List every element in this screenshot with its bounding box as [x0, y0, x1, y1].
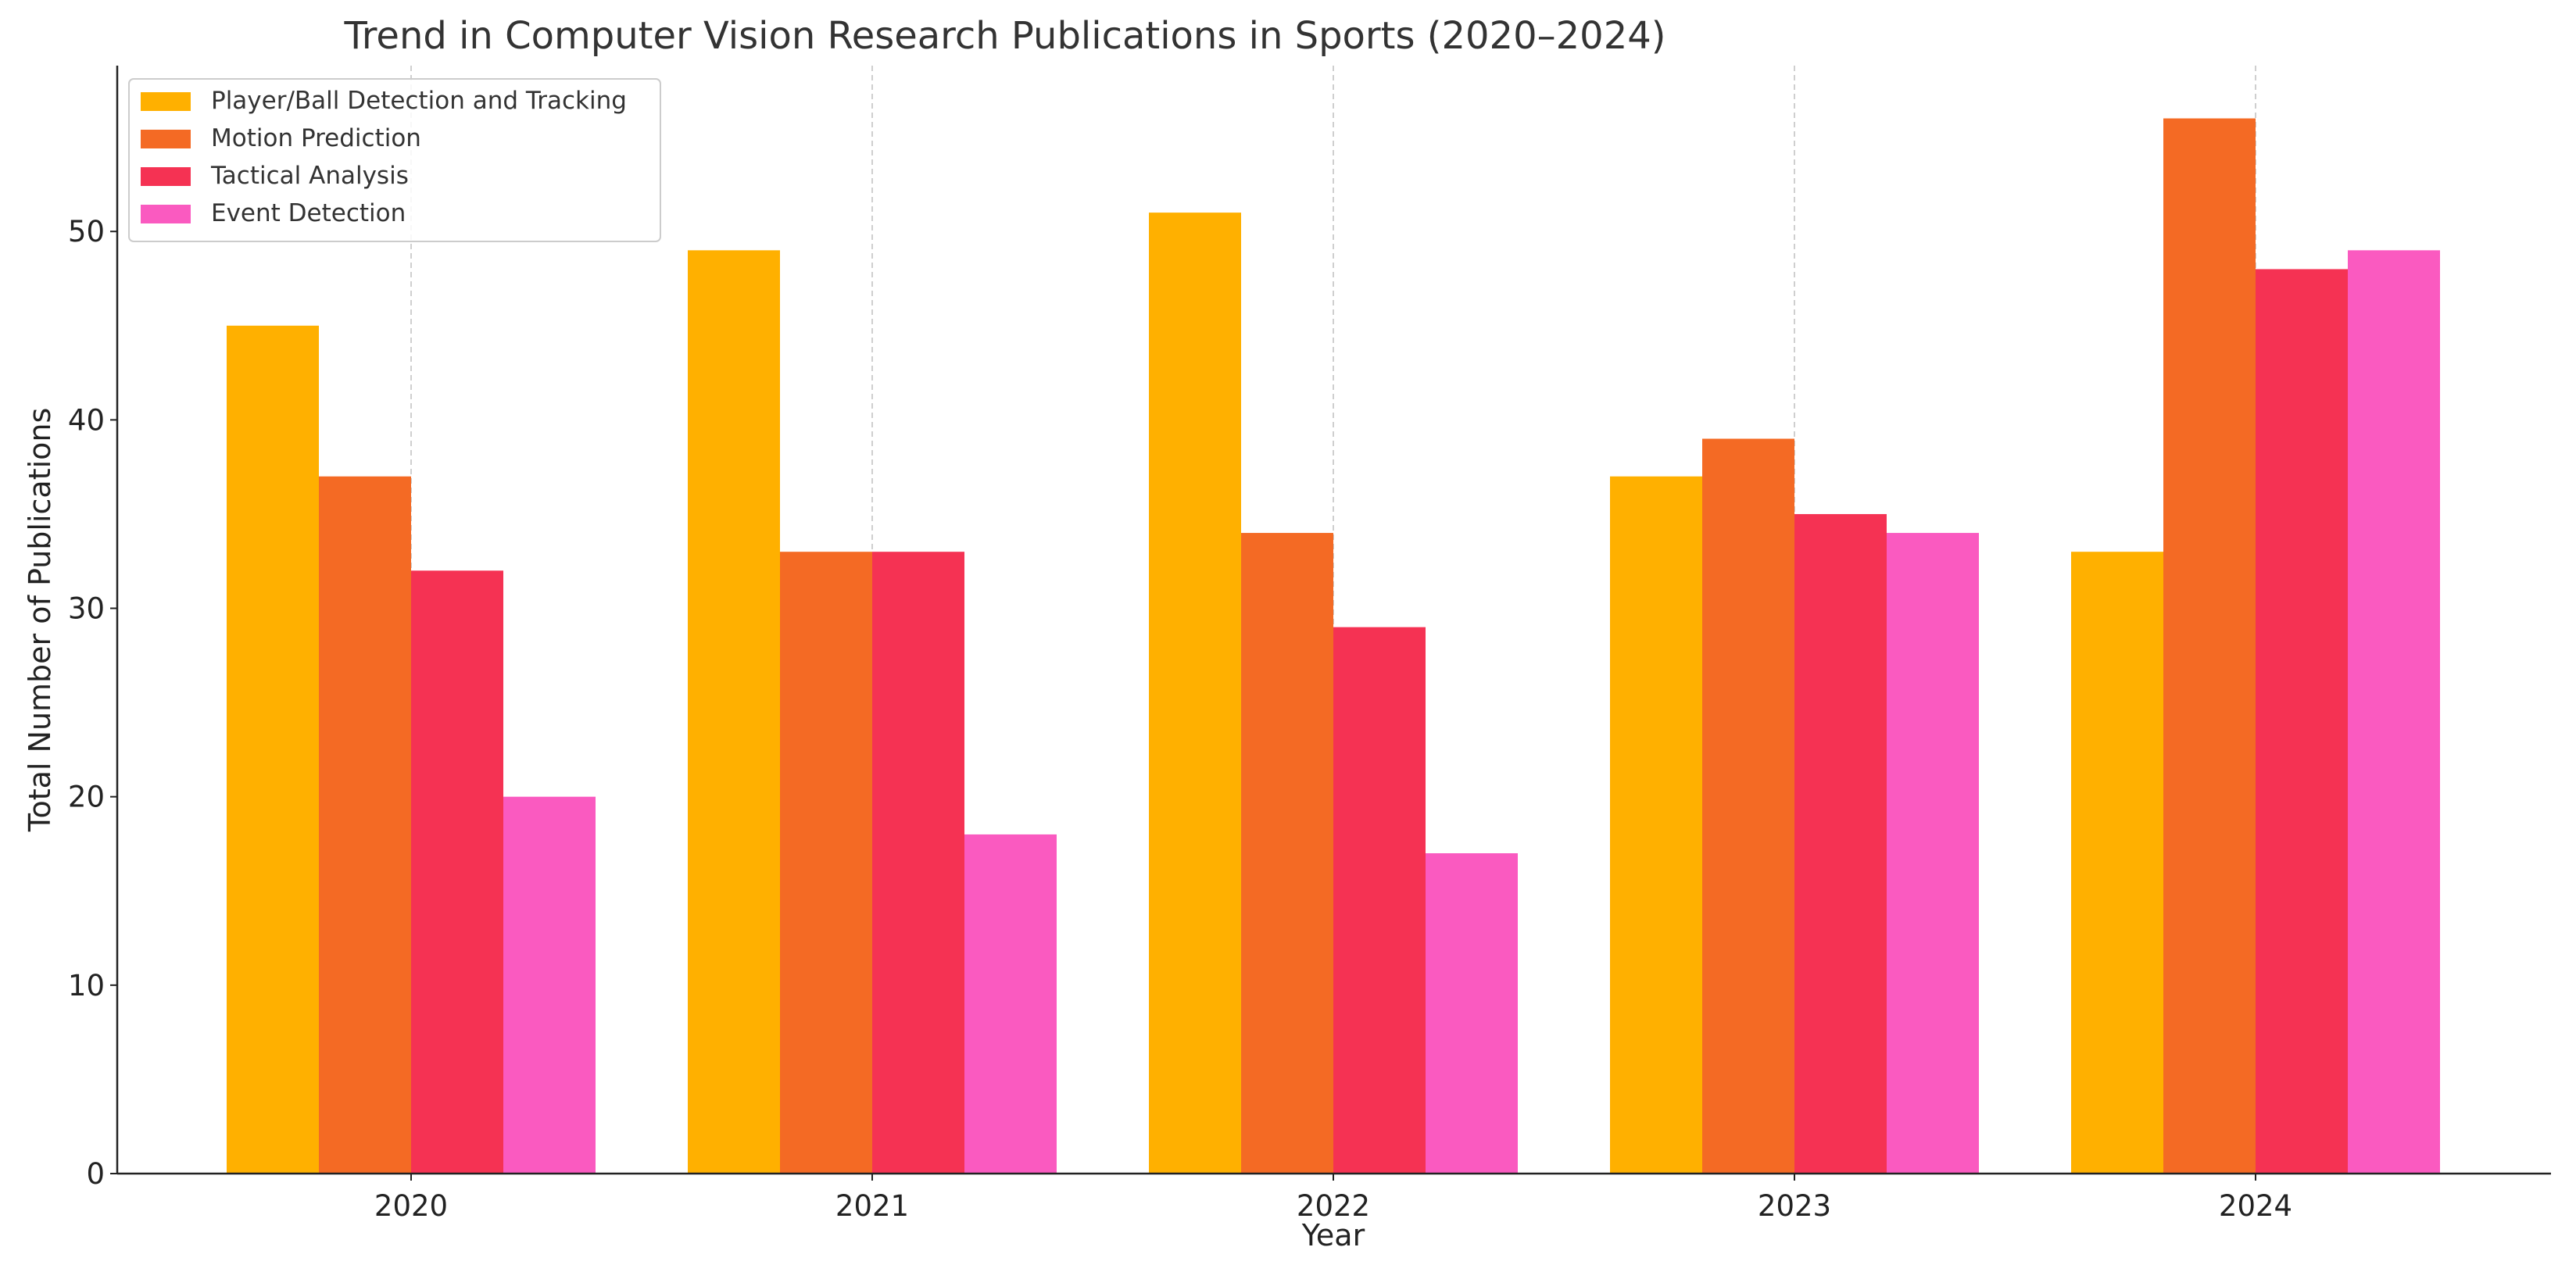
legend-label-motion-prediction: Motion Prediction [211, 124, 421, 152]
legend-swatch-event-detection [141, 205, 191, 223]
bar-event-detection-2020 [503, 796, 596, 1174]
bar-player-ball-detection-and-tracking-2024 [2071, 552, 2163, 1174]
bar-motion-prediction-2022 [1241, 533, 1333, 1174]
bar-event-detection-2023 [1887, 533, 1979, 1174]
bar-event-detection-2021 [964, 834, 1057, 1174]
x-tick-label-2024: 2024 [2219, 1189, 2292, 1223]
y-axis-label: Total Number of Publications [23, 408, 57, 833]
bar-tactical-analysis-2023 [1794, 513, 1887, 1174]
legend-frame [128, 78, 661, 242]
bar-tactical-analysis-2024 [2256, 269, 2348, 1174]
legend-label-event-detection: Event Detection [211, 199, 406, 227]
y-tick-label-40: 40 [68, 403, 105, 437]
bar-player-ball-detection-and-tracking-2022 [1149, 213, 1241, 1174]
bar-tactical-analysis-2021 [872, 552, 964, 1174]
x-tick-label-2020: 2020 [374, 1189, 448, 1223]
tick-labels: 0 10 20 30 40 50 2020 2021 2022 2023 2024 [68, 215, 2292, 1223]
legend-label-tactical-analysis: Tactical Analysis [210, 162, 409, 190]
legend-label-player-ball-detection-and-tracking: Player/Ball Detection and Tracking [211, 87, 627, 115]
x-tick-label-2021: 2021 [835, 1189, 909, 1223]
bar-motion-prediction-2023 [1702, 438, 1794, 1174]
bar-tactical-analysis-2022 [1333, 627, 1426, 1174]
y-tick-label-20: 20 [68, 781, 105, 814]
bars [227, 118, 2440, 1174]
legend: Player/Ball Detection and Tracking Motion… [128, 78, 661, 242]
y-tick-label-0: 0 [86, 1157, 105, 1191]
bar-event-detection-2024 [2348, 250, 2440, 1174]
legend-swatch-tactical-analysis [141, 167, 191, 186]
y-tick-label-10: 10 [68, 969, 105, 1002]
axes [110, 66, 2551, 1181]
x-axis-label: Year [1301, 1218, 1365, 1252]
legend-swatch-player-ball-detection-and-tracking [141, 92, 191, 111]
bar-tactical-analysis-2020 [411, 570, 503, 1174]
x-tick-label-2023: 2023 [1758, 1189, 1831, 1223]
bar-player-ball-detection-and-tracking-2020 [227, 325, 319, 1174]
bar-player-ball-detection-and-tracking-2021 [688, 250, 780, 1174]
bar-motion-prediction-2024 [2163, 118, 2256, 1174]
y-tick-label-30: 30 [68, 592, 105, 626]
bar-motion-prediction-2020 [319, 476, 411, 1174]
bar-player-ball-detection-and-tracking-2023 [1610, 476, 1702, 1174]
legend-swatch-motion-prediction [141, 130, 191, 148]
bar-motion-prediction-2021 [780, 552, 872, 1174]
chart-title: Trend in Computer Vision Research Public… [343, 14, 1665, 58]
bar-event-detection-2022 [1426, 853, 1518, 1174]
y-tick-label-50: 50 [68, 215, 105, 248]
x-tick-label-2022: 2022 [1297, 1189, 1370, 1223]
